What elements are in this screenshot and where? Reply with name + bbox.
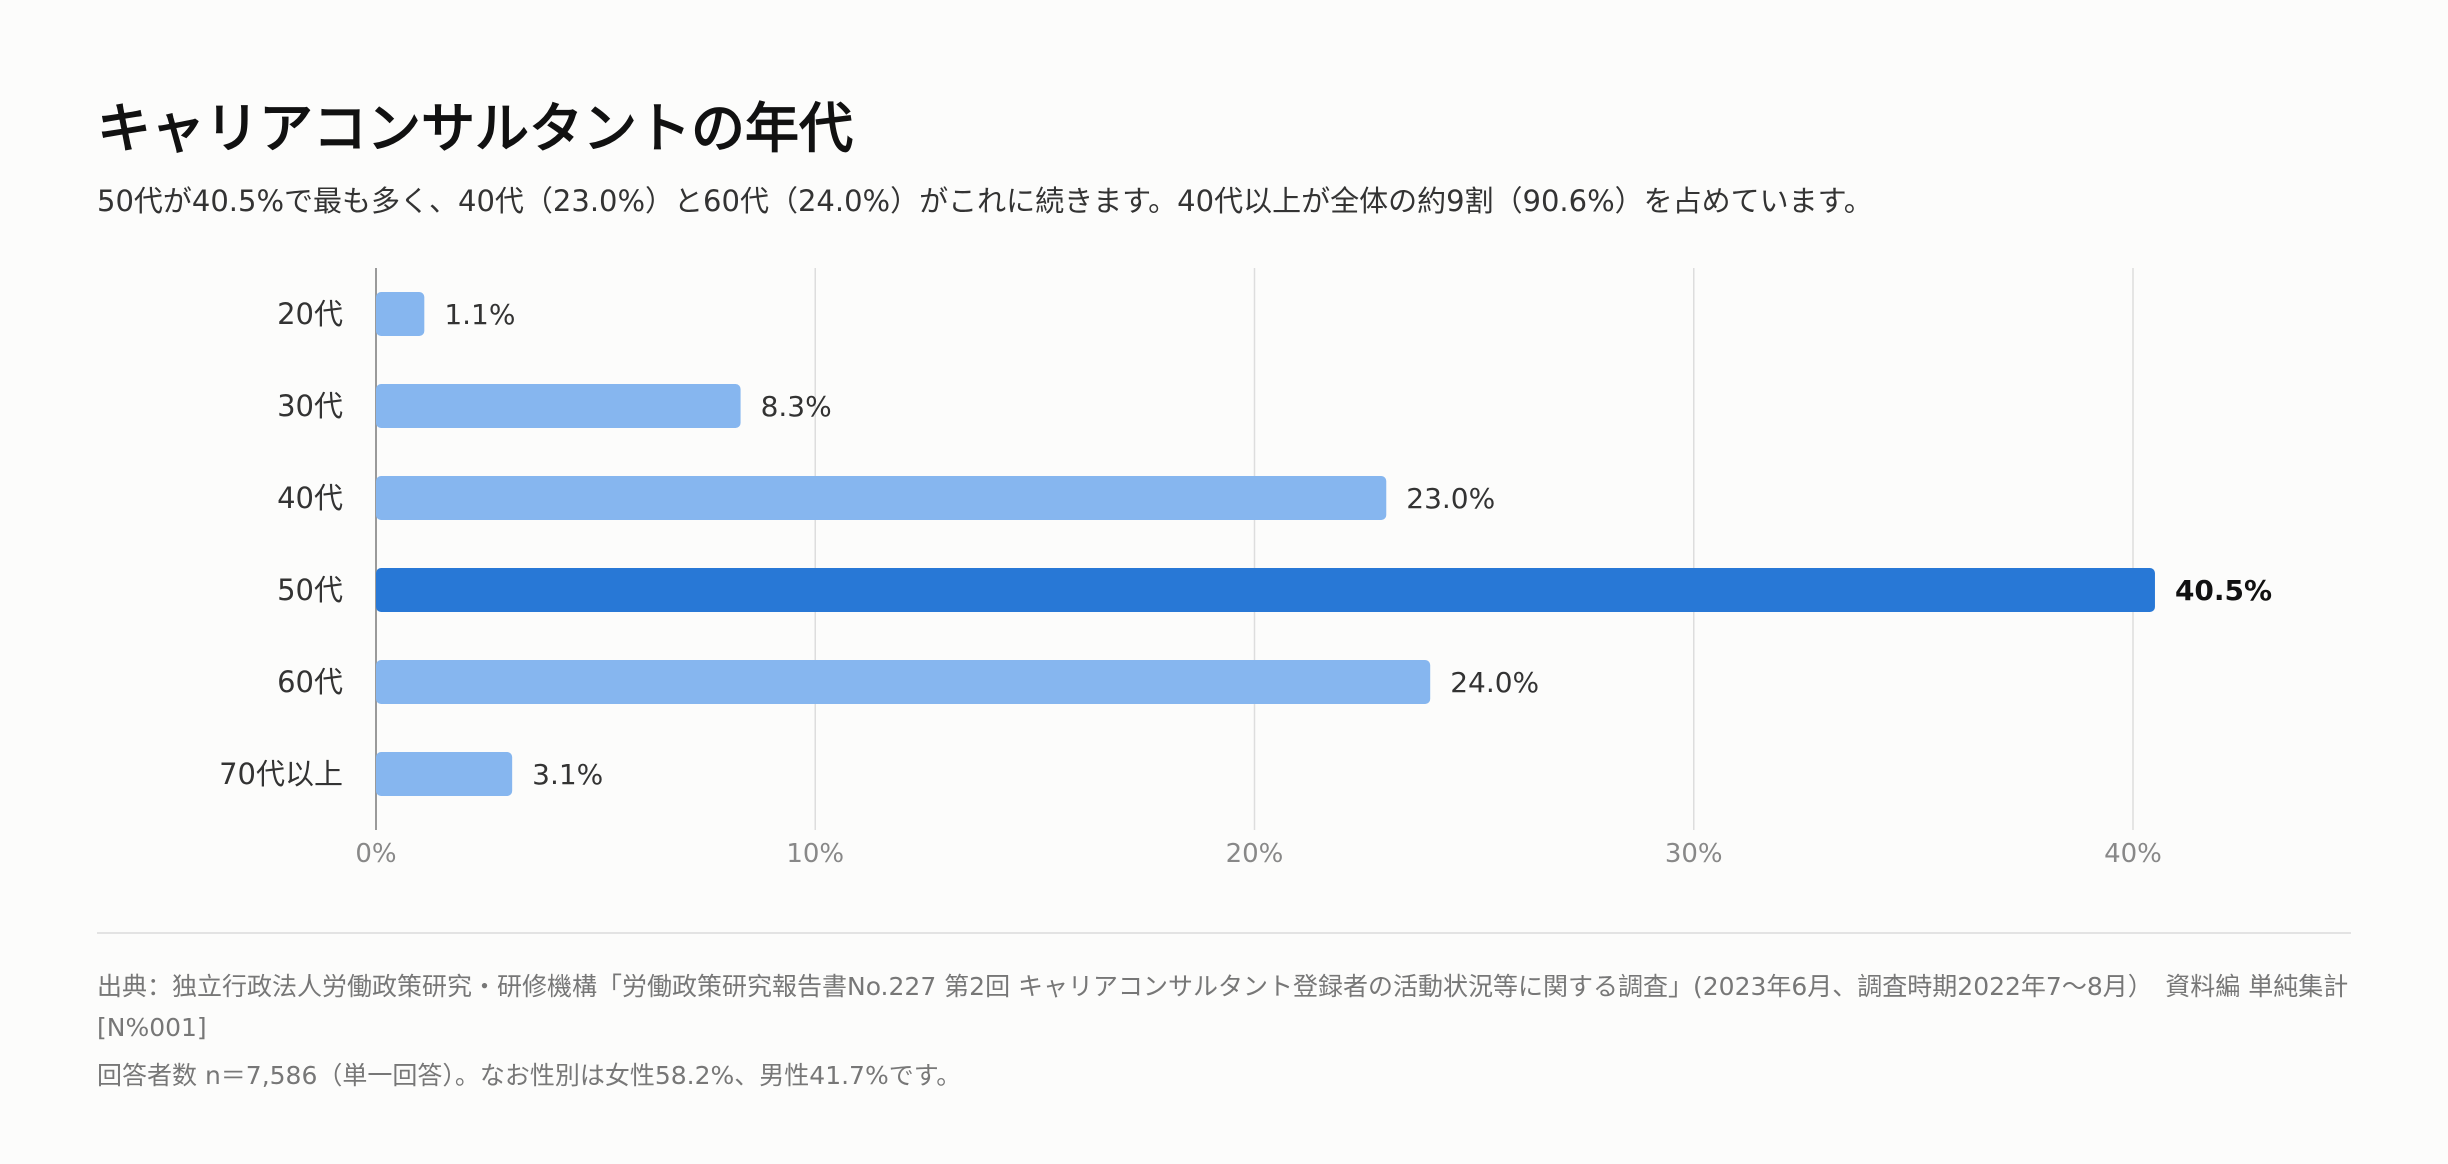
category-label: 50代: [277, 573, 343, 607]
value-label: 8.3%: [761, 390, 832, 423]
value-label: 1.1%: [444, 298, 515, 331]
x-tick-label: 0%: [355, 839, 396, 869]
value-label: 40.5%: [2175, 574, 2272, 607]
grid-lines: [375, 268, 2134, 830]
category-label: 40代: [277, 481, 343, 515]
x-tick-label: 20%: [1226, 839, 1284, 869]
x-tick-label: 10%: [786, 839, 844, 869]
category-label: 70代以上: [219, 757, 343, 791]
bar-highlight: [376, 568, 2155, 612]
footer-divider: [97, 932, 2351, 934]
category-label: 60代: [277, 665, 343, 699]
respondent-note: 回答者数 n＝7,586（単一回答）。なお性別は女性58.2%、男性41.7%で…: [97, 1061, 962, 1090]
chart-subtitle: 50代が40.5%で最も多く、40代（23.0%）と60代（24.0%）がこれに…: [97, 184, 1873, 218]
bar-chart: 0% 10% 20% 30% 40% 20代 1.1% 30代 8.3% 40代 23.0% 50代 4…: [219, 268, 2272, 869]
value-label: 3.1%: [532, 758, 603, 791]
category-label: 20代: [277, 297, 343, 331]
chart-title: キャリアコンサルタントの年代: [97, 97, 853, 160]
value-label: 24.0%: [1450, 666, 1539, 699]
bar: [376, 292, 425, 336]
bars: [376, 292, 2155, 796]
source-citation: 出典：独立行政法人労働政策研究・研修機構「労働政策研究報告書No.227 第2回…: [97, 972, 2349, 1042]
bar: [376, 476, 1387, 520]
x-tick-label: 40%: [2104, 839, 2162, 869]
x-tick-label: 30%: [1665, 839, 1723, 869]
bar: [376, 660, 1431, 704]
labels: 0% 10% 20% 30% 40% 20代 1.1% 30代 8.3% 40代 23.0% 50代 4…: [219, 297, 2272, 869]
category-label: 30代: [277, 389, 343, 423]
value-label: 23.0%: [1406, 482, 1495, 515]
bar: [376, 752, 513, 796]
bar: [376, 384, 741, 428]
